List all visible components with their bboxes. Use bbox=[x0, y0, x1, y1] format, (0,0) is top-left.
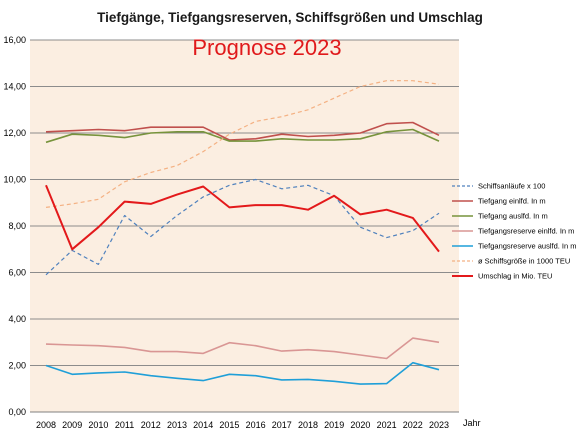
y-tick-label: 0,00 bbox=[8, 407, 26, 417]
x-tick-label: 2021 bbox=[377, 420, 397, 430]
chart-subtitle: Prognose 2023 bbox=[192, 35, 341, 60]
x-tick-label: 2012 bbox=[141, 420, 161, 430]
legend-label: Tiefgang auslfd. In m bbox=[478, 212, 548, 221]
legend-label: ø Schiffsgröße in 1000 TEU bbox=[478, 257, 570, 266]
x-tick-label: 2008 bbox=[36, 420, 56, 430]
series-line bbox=[45, 361, 440, 385]
x-tick-label: 2018 bbox=[298, 420, 318, 430]
y-axis-ticks: 0,00 2,00 4,00 6,00 8,00 10,00 12,00 14,00 16,00 bbox=[3, 35, 26, 417]
x-tick-label: 2009 bbox=[62, 420, 82, 430]
y-tick-label: 14,00 bbox=[3, 82, 26, 92]
series-line bbox=[45, 121, 440, 141]
x-tick-label: 2022 bbox=[403, 420, 423, 430]
y-tick-label: 6,00 bbox=[8, 268, 26, 278]
y-tick-label: 10,00 bbox=[3, 175, 26, 185]
legend-label: Umschlag in Mio. TEU bbox=[478, 272, 552, 281]
legend-label: Schiffsanläufe x 100 bbox=[478, 182, 545, 191]
y-tick-label: 12,00 bbox=[3, 128, 26, 138]
y-tick-label: 8,00 bbox=[8, 221, 26, 231]
x-tick-label: 2019 bbox=[324, 420, 344, 430]
gridlines bbox=[30, 39, 459, 366]
series-line bbox=[45, 178, 440, 276]
x-tick-label: 2011 bbox=[115, 420, 134, 430]
legend-label: Tiefgangsreserve einlfd. In m bbox=[478, 227, 574, 236]
series-line bbox=[45, 184, 440, 253]
legend-label: Tiefgang einlfd. In m bbox=[478, 197, 546, 206]
x-tick-label: 2017 bbox=[272, 420, 292, 430]
series-line bbox=[45, 128, 440, 144]
x-tick-label: 2023 bbox=[429, 420, 449, 430]
x-tick-label: 2016 bbox=[246, 420, 266, 430]
y-tick-label: 16,00 bbox=[3, 35, 26, 45]
series-lines bbox=[45, 80, 440, 385]
y-tick-label: 2,00 bbox=[8, 361, 26, 371]
x-tick-label: 2010 bbox=[88, 420, 108, 430]
x-axis-ticks: 2008 2009 2010 2011 2012 2013 2014 2015 2016 2017… bbox=[36, 420, 449, 430]
y-tick-label: 4,00 bbox=[8, 314, 26, 324]
series-line bbox=[45, 337, 440, 360]
legend: Schiffsanläufe x 100 Tiefgang einlfd. In … bbox=[452, 182, 577, 281]
legend-label: Tiefgangsreserve auslfd. In m bbox=[478, 242, 577, 251]
x-axis-label: Jahr bbox=[463, 418, 481, 428]
x-tick-label: 2013 bbox=[167, 420, 187, 430]
x-tick-label: 2020 bbox=[350, 420, 370, 430]
x-tick-label: 2014 bbox=[193, 420, 213, 430]
chart-title: Tiefgänge, Tiefgangsreserven, Schiffsgrö… bbox=[97, 10, 483, 25]
x-tick-label: 2015 bbox=[219, 420, 239, 430]
